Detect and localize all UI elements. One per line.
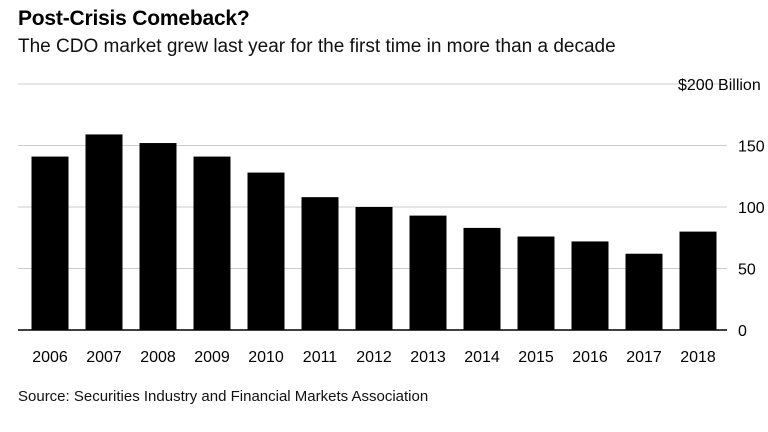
- x-tick-label: 2015: [518, 349, 554, 366]
- source-note: Source: Securities Industry and Financia…: [18, 388, 429, 405]
- bar-2006: [31, 156, 69, 330]
- bars: [31, 134, 717, 330]
- bar-2017: [625, 253, 663, 330]
- bar-2011: [301, 197, 339, 330]
- x-tick-label: 2012: [356, 349, 392, 366]
- bar-2015: [517, 236, 555, 330]
- bar-2009: [193, 156, 231, 330]
- bar-2014: [463, 227, 501, 330]
- chart-subtitle: The CDO market grew last year for the fi…: [18, 36, 616, 57]
- y-tick-label: 0: [738, 323, 747, 340]
- bar-2007: [85, 134, 123, 330]
- y-tick-label: 150: [738, 139, 765, 156]
- x-tick-label: 2017: [626, 349, 662, 366]
- x-tick-label: 2011: [303, 349, 338, 366]
- x-tick-label: 2013: [410, 349, 446, 366]
- x-tick-label: 2009: [194, 349, 230, 366]
- bar-2008: [139, 143, 177, 330]
- chart-title: Post-Crisis Comeback?: [18, 7, 250, 30]
- x-tick-label: 2006: [32, 349, 68, 366]
- x-tick-label: 2010: [248, 349, 284, 366]
- x-tick-label: 2016: [572, 349, 608, 366]
- x-tick-labels: 2006 2007 2008 2009 2010 2011 2012 2013 2014 2015…: [32, 349, 716, 366]
- y-tick-label: $200 Billion: [678, 77, 761, 94]
- y-tick-labels: 0 50 100 150 $200 Billion: [678, 77, 765, 340]
- bar-2016: [571, 241, 609, 330]
- y-tick-label: 100: [738, 200, 765, 217]
- bar-2012: [355, 207, 393, 330]
- bar-2018: [679, 231, 717, 330]
- bar-2010: [247, 172, 285, 330]
- x-tick-label: 2014: [464, 349, 500, 366]
- x-tick-label: 2008: [140, 349, 176, 366]
- x-tick-label: 2018: [680, 349, 716, 366]
- y-tick-label: 50: [738, 262, 756, 279]
- bar-2013: [409, 215, 447, 330]
- x-tick-label: 2007: [86, 349, 122, 366]
